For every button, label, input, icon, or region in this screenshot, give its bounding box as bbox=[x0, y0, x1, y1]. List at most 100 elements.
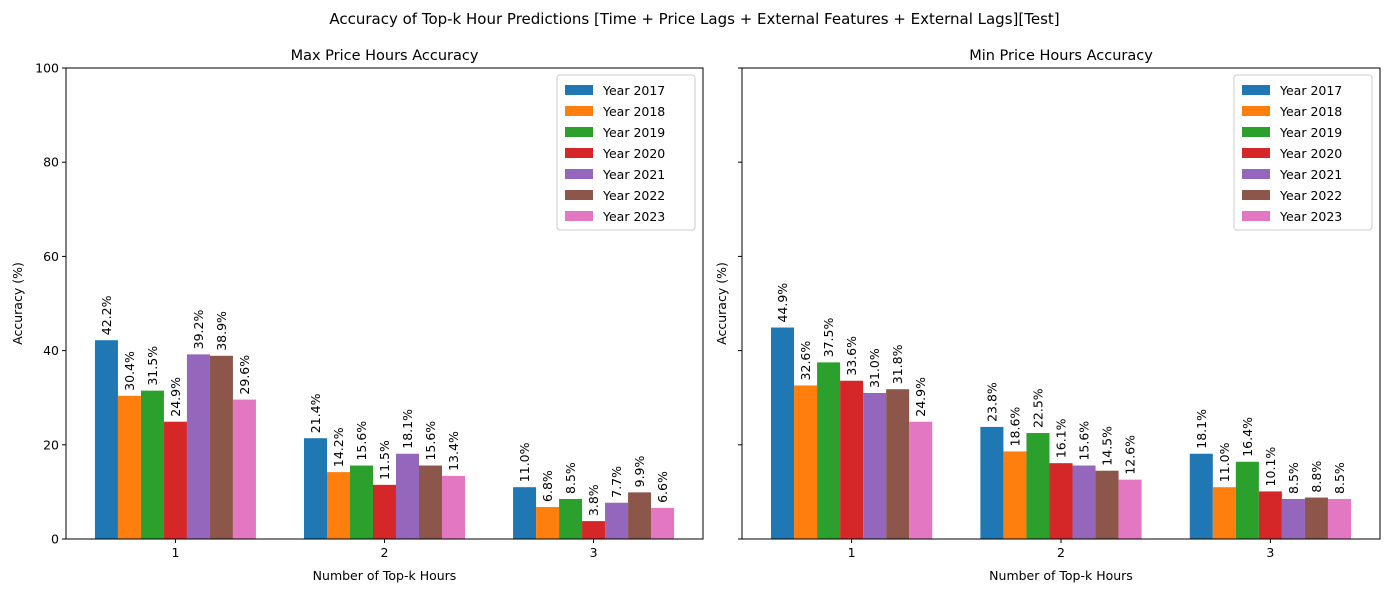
data-label: 15.6% bbox=[354, 421, 369, 461]
data-label: 44.9% bbox=[775, 283, 790, 323]
data-label: 18.1% bbox=[400, 409, 415, 449]
legend-label: Year 2019 bbox=[1279, 125, 1342, 140]
legend-swatch bbox=[1242, 211, 1270, 221]
bar-year-2023-k2 bbox=[1118, 479, 1142, 539]
data-label: 7.7% bbox=[609, 466, 624, 498]
x-tick-label: 3 bbox=[590, 545, 598, 560]
data-label: 37.5% bbox=[821, 318, 836, 358]
legend-label: Year 2022 bbox=[1279, 188, 1342, 203]
bar-year-2019-k2 bbox=[1026, 433, 1050, 539]
y-tick-label: 20 bbox=[43, 437, 59, 452]
bar-year-2017-k2 bbox=[980, 426, 1004, 539]
data-label: 23.8% bbox=[984, 382, 999, 422]
bar-year-2020-k2 bbox=[1049, 463, 1073, 539]
data-label: 15.6% bbox=[1077, 421, 1092, 461]
bar-year-2019-k3 bbox=[1235, 461, 1259, 539]
data-label: 38.9% bbox=[214, 311, 229, 351]
bar-year-2022-k2 bbox=[1095, 470, 1119, 539]
bar-year-2018-k3 bbox=[536, 506, 560, 539]
bar-year-2021-k2 bbox=[395, 453, 419, 539]
bar-year-2018-k2 bbox=[1003, 451, 1027, 539]
bar-year-2021-k3 bbox=[605, 502, 629, 539]
legend-swatch bbox=[565, 148, 593, 158]
bar-year-2023-k3 bbox=[651, 507, 675, 539]
bar-year-2017-k1 bbox=[94, 340, 118, 539]
subplot-title: Min Price Hours Accuracy bbox=[969, 48, 1153, 64]
legend-label: Year 2021 bbox=[1279, 167, 1342, 182]
bar-year-2018-k3 bbox=[1212, 487, 1236, 539]
data-label: 33.6% bbox=[844, 336, 859, 376]
bar-year-2020-k3 bbox=[582, 521, 606, 539]
legend-label: Year 2022 bbox=[602, 188, 665, 203]
bar-year-2022-k3 bbox=[628, 492, 652, 539]
legend-label: Year 2020 bbox=[1279, 146, 1342, 161]
legend-label: Year 2023 bbox=[602, 209, 665, 224]
bar-year-2023-k2 bbox=[441, 475, 465, 539]
legend-swatch bbox=[565, 106, 593, 116]
bar-year-2020-k2 bbox=[373, 484, 396, 539]
legend-swatch bbox=[1242, 190, 1270, 200]
data-label: 18.1% bbox=[1194, 409, 1209, 449]
legend-swatch bbox=[1242, 85, 1270, 95]
bar-year-2021-k1 bbox=[186, 354, 210, 539]
data-label: 16.4% bbox=[1240, 417, 1255, 457]
legend-label: Year 2023 bbox=[1279, 209, 1342, 224]
legend-swatch bbox=[1242, 127, 1270, 137]
bar-year-2018-k1 bbox=[117, 395, 141, 539]
data-label: 18.6% bbox=[1007, 407, 1022, 447]
data-label: 12.6% bbox=[1123, 435, 1138, 475]
data-label: 6.8% bbox=[540, 470, 555, 502]
bar-year-2023-k1 bbox=[232, 399, 256, 539]
bar-year-2020-k1 bbox=[163, 421, 187, 539]
x-tick-label: 2 bbox=[1057, 545, 1065, 560]
legend: Year 2017 Year 2018 Year 2019 Year 2020 Year… bbox=[556, 74, 696, 231]
data-label: 30.4% bbox=[122, 351, 137, 391]
y-tick-label: 0 bbox=[51, 532, 59, 547]
subplot-max: Max Price Hours Accuracy 42.2% 21.4% 11.0% 3… bbox=[10, 48, 704, 583]
subplot-min: Min Price Hours Accuracy 44.9% 23.8% 18.1% 3… bbox=[714, 48, 1381, 583]
y-axis-label: Accuracy (%) bbox=[714, 262, 729, 345]
bar-year-2017-k3 bbox=[513, 487, 537, 539]
data-label: 31.5% bbox=[145, 346, 160, 386]
legend-label: Year 2017 bbox=[602, 83, 665, 98]
bar-year-2019-k1 bbox=[140, 390, 164, 539]
legend: Year 2017 Year 2018 Year 2019 Year 2020 Year… bbox=[1233, 74, 1373, 231]
data-label: 8.5% bbox=[563, 462, 578, 494]
data-label: 10.1% bbox=[1263, 447, 1278, 487]
data-label: 24.9% bbox=[168, 377, 183, 417]
data-label: 14.2% bbox=[331, 427, 346, 467]
data-label: 16.1% bbox=[1054, 418, 1069, 458]
data-label: 8.8% bbox=[1309, 461, 1324, 493]
legend-label: Year 2021 bbox=[602, 167, 665, 182]
bar-year-2019-k2 bbox=[350, 465, 374, 539]
legend-swatch bbox=[1242, 148, 1270, 158]
bar-year-2022-k1 bbox=[209, 355, 233, 539]
bar-year-2018-k1 bbox=[794, 385, 818, 539]
data-label: 22.5% bbox=[1030, 388, 1045, 428]
bar-year-2017-k1 bbox=[771, 327, 795, 539]
bar-year-2022-k1 bbox=[886, 389, 910, 539]
bar-year-2020-k3 bbox=[1258, 491, 1282, 539]
legend-label: Year 2020 bbox=[602, 146, 665, 161]
subplot-title: Max Price Hours Accuracy bbox=[291, 48, 479, 64]
y-tick-label: 100 bbox=[35, 61, 59, 76]
y-tick-label: 40 bbox=[43, 343, 59, 358]
legend-label: Year 2017 bbox=[1279, 83, 1342, 98]
x-axis-label: Number of Top-k Hours bbox=[313, 568, 457, 583]
bar-year-2023-k3 bbox=[1327, 498, 1351, 539]
x-tick-label: 3 bbox=[1266, 545, 1274, 560]
bar-year-2022-k3 bbox=[1304, 497, 1328, 539]
data-label: 8.5% bbox=[1332, 462, 1347, 494]
data-label: 13.4% bbox=[446, 431, 461, 471]
x-tick-label: 2 bbox=[381, 545, 389, 560]
legend-swatch bbox=[1242, 106, 1270, 116]
data-label: 31.0% bbox=[867, 348, 882, 388]
data-label: 39.2% bbox=[191, 310, 206, 350]
bar-year-2020-k1 bbox=[840, 380, 864, 539]
legend-swatch bbox=[565, 85, 593, 95]
data-label: 15.6% bbox=[423, 421, 438, 461]
data-label: 9.9% bbox=[632, 455, 647, 487]
data-label: 24.9% bbox=[913, 377, 928, 417]
legend-swatch bbox=[565, 190, 593, 200]
